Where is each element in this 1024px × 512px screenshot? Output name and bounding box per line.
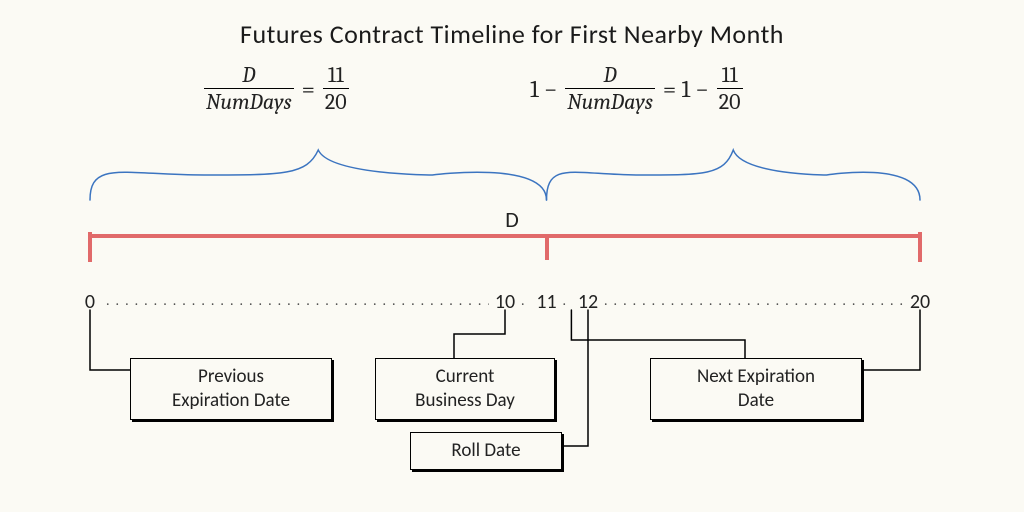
- label-box-roll: Roll Date: [410, 432, 562, 470]
- fr-eq: = 1 −: [659, 62, 713, 115]
- numline-value: 12: [578, 290, 598, 314]
- ruler: [90, 234, 920, 238]
- fr-den: NumDays: [565, 89, 655, 115]
- label-box-previous: PreviousExpiration Date: [130, 358, 332, 420]
- fr-oneminus: 1 −: [530, 62, 561, 115]
- numline-dots: ........................................…: [106, 292, 489, 312]
- numline-value: 11: [536, 290, 556, 314]
- formula-left: D NumDays = 11 20: [200, 62, 353, 115]
- diagram-title: Futures Contract Timeline for First Near…: [0, 18, 1024, 50]
- numline-dots: .................................: [604, 292, 904, 312]
- fl-rnum: 11: [323, 62, 349, 89]
- fl-num: D: [204, 62, 294, 89]
- fl-eq: =: [298, 62, 319, 115]
- numline-dots: .: [563, 292, 573, 312]
- d-label: D: [0, 206, 1024, 233]
- fr-num: D: [565, 62, 655, 89]
- fl-den: NumDays: [204, 89, 294, 115]
- fl-rden: 20: [323, 89, 349, 115]
- fr-rnum: 11: [717, 62, 743, 89]
- numline-value: 20: [910, 290, 930, 314]
- numline-value: 0: [85, 290, 95, 314]
- numline-value: 10: [495, 290, 515, 314]
- fr-rden: 20: [717, 89, 743, 115]
- numline-dots: .: [521, 292, 531, 312]
- label-box-current: CurrentBusiness Day: [375, 358, 555, 420]
- formula-right: 1 − D NumDays = 1 − 11 20: [530, 62, 747, 115]
- label-box-next: Next ExpirationDate: [650, 358, 862, 420]
- number-line: 010111220...............................…: [90, 290, 920, 314]
